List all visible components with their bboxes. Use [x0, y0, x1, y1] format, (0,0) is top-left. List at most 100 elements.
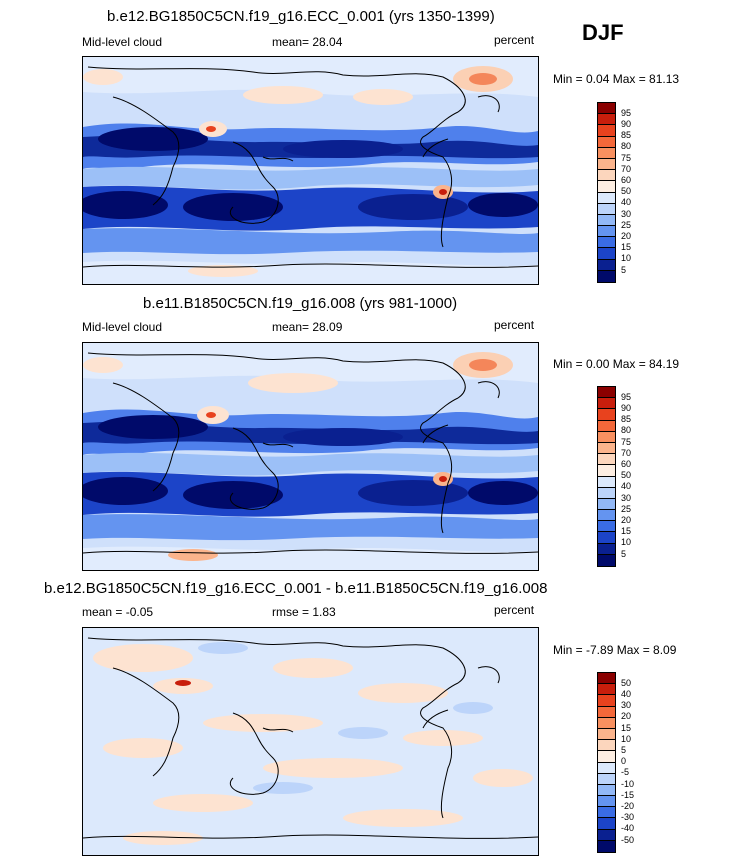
colorbar-swatch — [598, 532, 615, 544]
panel-1-map — [82, 56, 539, 285]
panel-2-colorbar-labels: 95 90 85 80 75 70 60 50 40 30 25 20 15 10 5 — [621, 386, 651, 566]
panel-2-variable-label: Mid-level cloud — [82, 320, 163, 334]
colorbar-tick-label: 10 — [621, 537, 632, 548]
panel-2-colorbar — [597, 386, 616, 567]
colorbar-swatch — [598, 125, 615, 137]
colorbar-swatch — [598, 398, 615, 410]
panel-2-title: b.e11.B1850C5CN.f19_g16.008 (yrs 981-100… — [143, 295, 458, 312]
panel-1-title: b.e12.BG1850C5CN.f19_g16.ECC_0.001 (yrs … — [107, 8, 495, 25]
colorbar-swatch — [598, 181, 615, 193]
panel-3-units-label: percent — [494, 603, 535, 617]
colorbar-swatch — [598, 554, 615, 566]
panel-2-map — [82, 342, 539, 571]
colorbar-tick-label: 80 — [621, 425, 632, 436]
colorbar-swatch — [598, 237, 615, 249]
colorbar-tick-label: 80 — [621, 141, 632, 152]
panel-3-colorbar — [597, 672, 616, 853]
colorbar-swatch — [598, 717, 615, 729]
colorbar-tick-label: 25 — [621, 503, 632, 514]
colorbar-tick-label: 90 — [621, 402, 632, 413]
panel-3-title: b.e12.BG1850C5CN.f19_g16.ECC_0.001 - b.e… — [44, 580, 548, 597]
colorbar-swatch — [598, 829, 615, 841]
colorbar-tick-label: 20 — [621, 711, 632, 722]
colorbar-swatch — [598, 807, 615, 819]
colorbar-tick-label: 40 — [621, 688, 632, 699]
colorbar-tick-label: 20 — [621, 230, 632, 241]
colorbar-swatch — [598, 270, 615, 282]
colorbar-tick-label: -5 — [621, 767, 630, 778]
colorbar-swatch — [598, 510, 615, 522]
colorbar-tick-label: -30 — [621, 812, 635, 823]
colorbar-tick-label: 5 — [621, 548, 627, 559]
colorbar-swatch — [598, 214, 615, 227]
colorbar-swatch — [598, 740, 615, 752]
colorbar-swatch — [598, 409, 615, 421]
colorbar-swatch — [598, 773, 615, 785]
panel-3-minmax: Min = -7.89 Max = 8.09 — [553, 643, 677, 657]
colorbar-tick-label: 25 — [621, 219, 632, 230]
colorbar-swatch — [598, 818, 615, 830]
colorbar-swatch — [598, 543, 615, 555]
colorbar-tick-label: -40 — [621, 823, 635, 834]
colorbar-swatch — [598, 454, 615, 466]
colorbar-swatch — [598, 147, 615, 159]
panel-1-units-label: percent — [494, 33, 535, 47]
colorbar-swatch — [598, 521, 615, 533]
colorbar-swatch — [598, 498, 615, 511]
colorbar-tick-label: 50 — [621, 470, 632, 481]
colorbar-tick-label: 60 — [621, 458, 632, 469]
panel-1-minmax: Min = 0.04 Max = 81.13 — [553, 72, 680, 86]
colorbar-swatch — [598, 487, 615, 499]
colorbar-swatch — [598, 684, 615, 696]
colorbar-swatch — [598, 442, 615, 455]
colorbar-swatch — [598, 248, 615, 260]
colorbar-tick-label: -50 — [621, 834, 635, 845]
colorbar-tick-label: 75 — [621, 152, 632, 163]
colorbar-tick-label: 70 — [621, 447, 632, 458]
colorbar-swatch — [598, 840, 615, 852]
panel-1-colorbar — [597, 102, 616, 283]
panel-3-colorbar-labels: 50 40 30 20 15 10 5 0 -5 -10 -15 -20 -30 -40 -50 — [621, 672, 651, 852]
panel-1-colorbar-labels: 95 90 85 80 75 70 60 50 40 30 25 20 15 10 5 — [621, 102, 651, 282]
colorbar-tick-label: 50 — [621, 186, 632, 197]
colorbar-swatch — [598, 259, 615, 271]
colorbar-swatch — [598, 673, 615, 685]
panel-3-rmse-label: rmse = 1.83 — [272, 605, 336, 619]
colorbar-swatch — [598, 431, 615, 443]
colorbar-swatch — [598, 170, 615, 182]
colorbar-tick-label: 40 — [621, 197, 632, 208]
colorbar-tick-label: 5 — [621, 744, 627, 755]
colorbar-tick-label: -15 — [621, 789, 635, 800]
colorbar-swatch — [598, 387, 615, 399]
colorbar-swatch — [598, 103, 615, 115]
colorbar-swatch — [598, 114, 615, 126]
colorbar-tick-label: -10 — [621, 778, 635, 789]
colorbar-swatch — [598, 136, 615, 148]
colorbar-tick-label: 85 — [621, 130, 632, 141]
panel-2-units-label: percent — [494, 318, 535, 332]
colorbar-tick-label: 90 — [621, 118, 632, 129]
colorbar-swatch — [598, 226, 615, 238]
colorbar-tick-label: 30 — [621, 208, 632, 219]
season-label: DJF — [582, 20, 624, 45]
colorbar-tick-label: 60 — [621, 174, 632, 185]
colorbar-tick-label: 95 — [621, 107, 632, 118]
colorbar-swatch — [598, 751, 615, 763]
panel-2-minmax: Min = 0.00 Max = 84.19 — [553, 357, 680, 371]
colorbar-tick-label: 15 — [621, 242, 632, 253]
colorbar-swatch — [598, 203, 615, 215]
colorbar-tick-label: 20 — [621, 514, 632, 525]
colorbar-swatch — [598, 420, 615, 432]
colorbar-swatch — [598, 762, 615, 774]
colorbar-swatch — [598, 695, 615, 707]
colorbar-tick-label: 70 — [621, 163, 632, 174]
colorbar-tick-label: 15 — [621, 722, 632, 733]
colorbar-swatch — [598, 728, 615, 741]
colorbar-tick-label: 95 — [621, 391, 632, 402]
colorbar-swatch — [598, 158, 615, 171]
colorbar-swatch — [598, 784, 615, 797]
colorbar-swatch — [598, 706, 615, 718]
colorbar-tick-label: -20 — [621, 800, 635, 811]
colorbar-tick-label: 10 — [621, 733, 632, 744]
colorbar-swatch — [598, 192, 615, 204]
